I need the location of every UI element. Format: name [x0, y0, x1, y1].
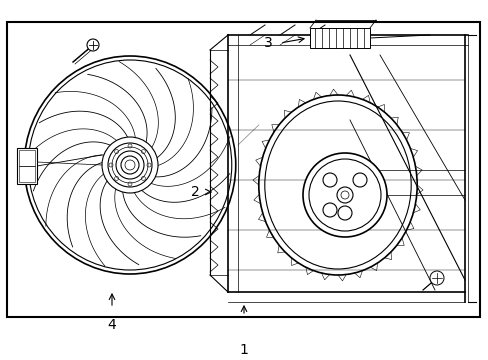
- Bar: [309, 28, 369, 48]
- Text: 4: 4: [107, 318, 116, 332]
- Ellipse shape: [24, 56, 235, 274]
- Text: 3: 3: [264, 36, 272, 50]
- Circle shape: [303, 153, 386, 237]
- Circle shape: [87, 39, 99, 51]
- Circle shape: [323, 173, 336, 187]
- Circle shape: [102, 137, 158, 193]
- Bar: [19, 166, 35, 182]
- Circle shape: [337, 206, 351, 220]
- Circle shape: [352, 173, 366, 187]
- Circle shape: [323, 203, 336, 217]
- Circle shape: [429, 271, 443, 285]
- Text: 1: 1: [239, 343, 248, 357]
- Bar: [17, 148, 37, 184]
- Bar: [19, 150, 35, 166]
- Circle shape: [336, 187, 352, 203]
- Text: 2: 2: [191, 185, 200, 199]
- Bar: [7, 22, 479, 317]
